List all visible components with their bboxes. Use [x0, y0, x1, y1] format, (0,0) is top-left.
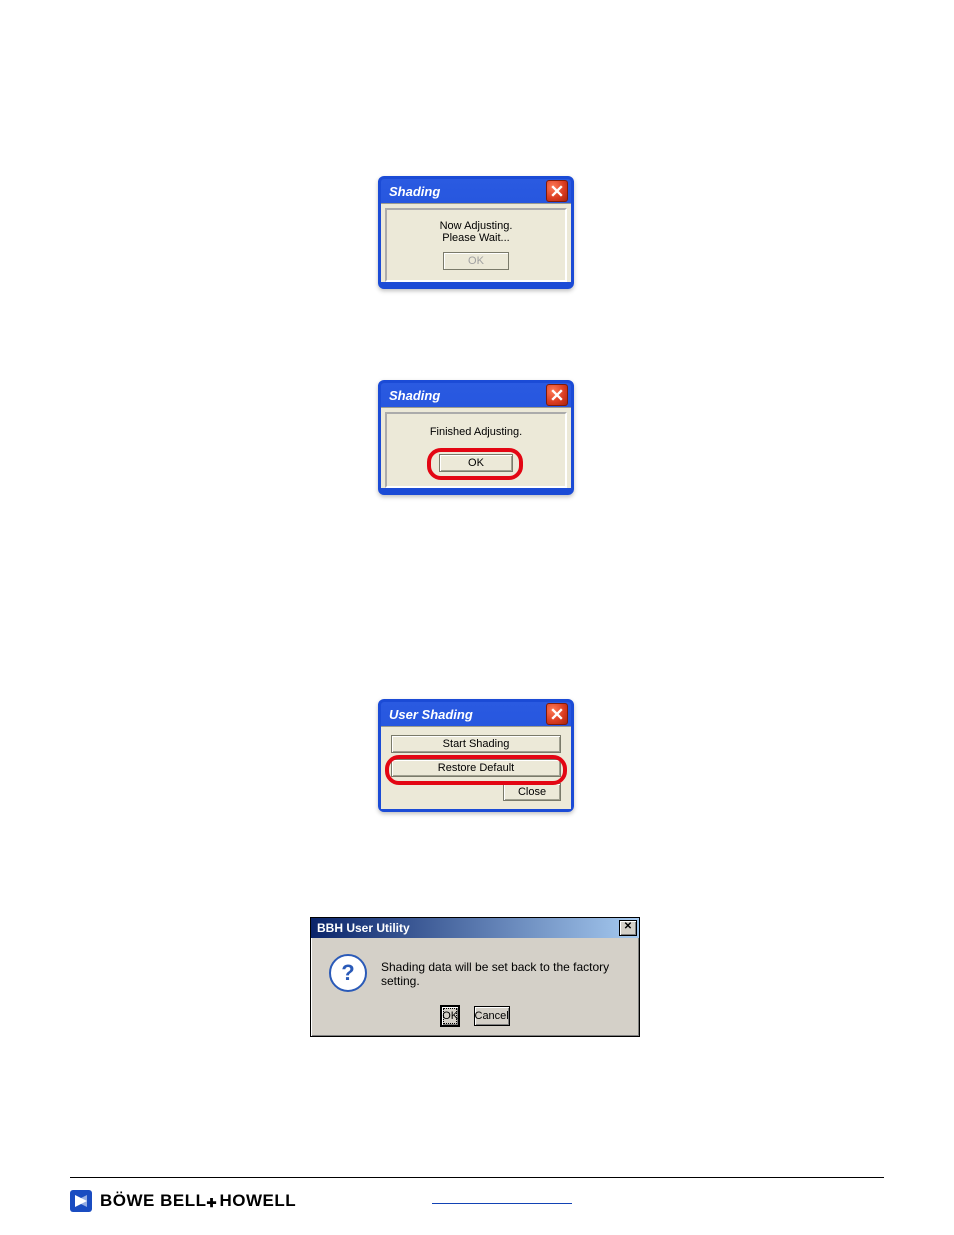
close-button[interactable]: ✕: [619, 920, 637, 936]
user-shading-titlebar: User Shading: [381, 702, 571, 726]
dialog-body: Finished Adjusting. OK: [381, 407, 571, 488]
shading-finished-dialog: Shading Finished Adjusting. OK: [378, 380, 574, 495]
adjusting-message-line1: Now Adjusting.: [393, 220, 559, 232]
footer-rule: [70, 1177, 884, 1178]
confirm-message: Shading data will be set back to the fac…: [381, 954, 621, 988]
bbh-utility-titlebar: BBH User Utility ✕: [311, 918, 639, 938]
dialog-content-panel: Finished Adjusting. OK: [385, 412, 567, 488]
adjusting-message-line2: Please Wait...: [393, 232, 559, 244]
shading-adjusting-titlebar: Shading: [381, 179, 571, 203]
ok-button-disabled: OK: [443, 252, 509, 270]
shading-finished-titlebar: Shading: [381, 383, 571, 407]
finished-message: Finished Adjusting.: [393, 426, 559, 438]
dialog-content-panel: Now Adjusting. Please Wait... OK: [385, 208, 567, 282]
dialog-title: Shading: [389, 184, 546, 199]
restore-default-button[interactable]: Restore Default: [391, 759, 561, 777]
user-shading-dialog: User Shading Start Shading Restore Defau…: [378, 699, 574, 812]
brand-logo-icon: [70, 1190, 92, 1212]
close-dialog-button[interactable]: Close: [503, 783, 561, 801]
close-button[interactable]: [546, 384, 568, 406]
cancel-button[interactable]: Cancel: [474, 1006, 510, 1026]
close-button[interactable]: [546, 703, 568, 725]
close-icon: [551, 708, 563, 720]
document-page: Shading Now Adjusting. Please Wait... OK…: [0, 0, 954, 1235]
question-icon: ?: [329, 954, 367, 992]
dialog-body: ? Shading data will be set back to the f…: [311, 938, 639, 1036]
dialog-title: User Shading: [389, 707, 546, 722]
footer-link-placeholder[interactable]: [432, 1199, 572, 1204]
dialog-body: Start Shading Restore Default Close: [381, 726, 571, 809]
ok-button[interactable]: OK: [439, 454, 513, 472]
dialog-body: Now Adjusting. Please Wait... OK: [381, 203, 571, 282]
brand-text: BÖWE BELL✚HOWELL: [100, 1191, 296, 1211]
dialog-title: BBH User Utility: [317, 921, 619, 935]
shading-adjusting-dialog: Shading Now Adjusting. Please Wait... OK: [378, 176, 574, 289]
brand-row: BÖWE BELL✚HOWELL: [70, 1190, 296, 1212]
close-button[interactable]: [546, 180, 568, 202]
bbh-user-utility-dialog: BBH User Utility ✕ ? Shading data will b…: [310, 917, 640, 1037]
ok-button[interactable]: OK: [440, 1005, 460, 1027]
start-shading-button[interactable]: Start Shading: [391, 735, 561, 753]
close-icon: [551, 389, 563, 401]
close-icon: [551, 185, 563, 197]
dialog-title: Shading: [389, 388, 546, 403]
